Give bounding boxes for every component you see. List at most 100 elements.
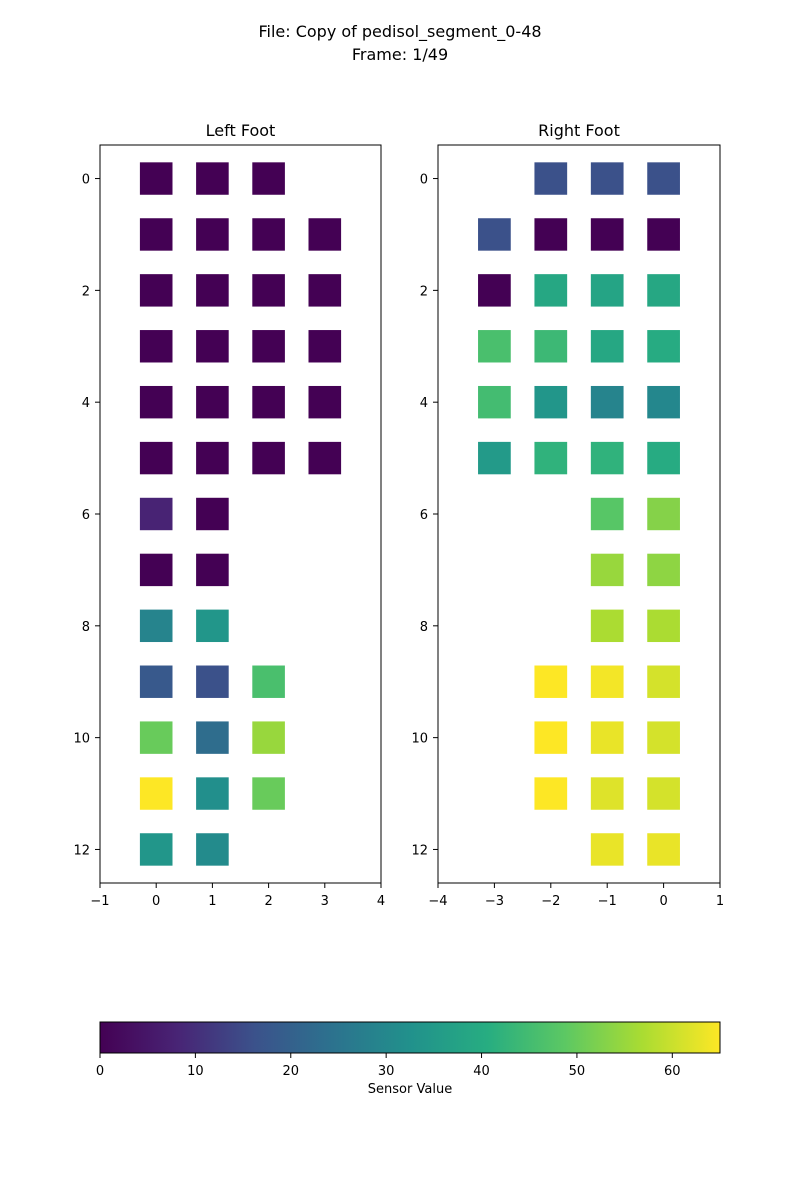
- sensor-cell: [590, 274, 624, 307]
- sensor-cell: [647, 385, 680, 419]
- sensor-cell: [590, 777, 624, 810]
- sensor-cell: [139, 609, 173, 643]
- sensor-cell: [534, 721, 568, 754]
- sensor-cell: [252, 721, 285, 754]
- panel-title: Right Foot: [538, 121, 620, 140]
- sensor-cell: [139, 721, 173, 754]
- sensor-cell: [308, 330, 342, 363]
- sensor-cell: [478, 274, 511, 307]
- sensor-cell: [647, 665, 680, 698]
- sensor-cell: [196, 609, 229, 643]
- sensor-cell: [647, 497, 680, 531]
- sensor-cell: [252, 162, 285, 195]
- y-tick-label: 6: [420, 508, 428, 523]
- x-tick-label: −1: [598, 894, 617, 909]
- sensor-cell: [252, 777, 285, 810]
- sensor-cell: [252, 330, 285, 363]
- sensor-cell: [196, 553, 229, 587]
- sensor-cell: [196, 218, 229, 251]
- sensor-cell: [590, 833, 624, 866]
- y-tick-label: 4: [82, 396, 90, 411]
- colorbar-tick-label: 40: [473, 1064, 490, 1079]
- colorbar-tick-label: 0: [96, 1064, 104, 1079]
- sensor-cell: [139, 665, 173, 698]
- sensor-cell: [196, 833, 229, 866]
- sensor-cell: [196, 441, 229, 475]
- sensor-cell: [590, 162, 624, 195]
- x-tick-label: −1: [90, 894, 109, 909]
- sensor-cell: [139, 833, 173, 866]
- sensor-cell: [647, 609, 680, 643]
- sensor-cell: [252, 274, 285, 307]
- sensor-cell: [139, 330, 173, 363]
- sensor-cell: [139, 385, 173, 419]
- sensor-cell: [534, 274, 568, 307]
- colorbar-tick-label: 30: [378, 1064, 395, 1079]
- panel-title: Left Foot: [206, 121, 276, 140]
- sensor-cell: [478, 441, 511, 475]
- sensor-cell: [196, 497, 229, 531]
- x-tick-label: −3: [485, 894, 504, 909]
- sensor-cell: [308, 441, 342, 475]
- sensor-cell: [196, 274, 229, 307]
- y-tick-label: 8: [420, 620, 428, 635]
- y-tick-label: 2: [82, 284, 90, 299]
- colorbar-bar: [99, 1021, 721, 1054]
- y-tick-label: 0: [420, 173, 428, 188]
- x-tick-label: −2: [541, 894, 560, 909]
- sensor-cell: [647, 162, 680, 195]
- sensor-cell: [590, 609, 624, 643]
- sensor-cell: [308, 385, 342, 419]
- y-tick-label: 8: [82, 620, 90, 635]
- file-title: File: Copy of pedisol_segment_0-48: [258, 22, 542, 41]
- y-tick-label: 0: [82, 173, 90, 188]
- sensor-cell: [534, 218, 568, 251]
- y-tick-label: 4: [420, 396, 428, 411]
- sensor-cell: [478, 330, 511, 363]
- colorbar-tick-label: 20: [282, 1064, 299, 1079]
- sensor-cell: [252, 441, 285, 475]
- sensor-cell: [590, 665, 624, 698]
- sensor-cell: [308, 274, 342, 307]
- sensor-cell: [647, 721, 680, 754]
- x-tick-label: 4: [377, 894, 385, 909]
- y-tick-label: 2: [420, 284, 428, 299]
- y-tick-label: 10: [73, 732, 90, 747]
- sensor-cell: [139, 553, 173, 587]
- sensor-cell: [139, 777, 173, 810]
- colorbar: 0 10 20 30 40 50 60 Sensor Value: [96, 1021, 721, 1097]
- colorbar-label: Sensor Value: [368, 1082, 452, 1097]
- sensor-cell: [478, 385, 511, 419]
- sensor-cell: [590, 721, 624, 754]
- sensor-cell: [252, 218, 285, 251]
- sensor-cell: [534, 777, 568, 810]
- sensor-cell: [590, 330, 624, 363]
- sensor-cell: [139, 218, 173, 251]
- frame-title: Frame: 1/49: [351, 45, 449, 64]
- colorbar-tick-label: 10: [187, 1064, 204, 1079]
- sensor-cell: [196, 385, 229, 419]
- y-tick-label: 6: [82, 508, 90, 523]
- sensor-cell: [196, 665, 229, 698]
- y-tick-label: 10: [411, 732, 428, 747]
- sensor-cell: [647, 777, 680, 810]
- sensor-cell: [590, 441, 624, 475]
- y-tick-label: 12: [73, 843, 90, 858]
- sensor-cell: [590, 497, 624, 531]
- sensor-cell: [478, 218, 511, 251]
- sensor-cell: [534, 665, 568, 698]
- sensor-cell: [590, 553, 624, 587]
- sensor-cell: [534, 385, 568, 419]
- x-tick-label: 3: [321, 894, 329, 909]
- x-tick-label: 0: [659, 894, 667, 909]
- x-tick-label: 0: [152, 894, 160, 909]
- sensor-cell: [139, 497, 173, 531]
- x-tick-label: 2: [264, 894, 272, 909]
- sensor-cell: [647, 330, 680, 363]
- sensor-cell: [139, 441, 173, 475]
- x-tick-label: −4: [428, 894, 447, 909]
- colorbar-tick-label: 50: [569, 1064, 586, 1079]
